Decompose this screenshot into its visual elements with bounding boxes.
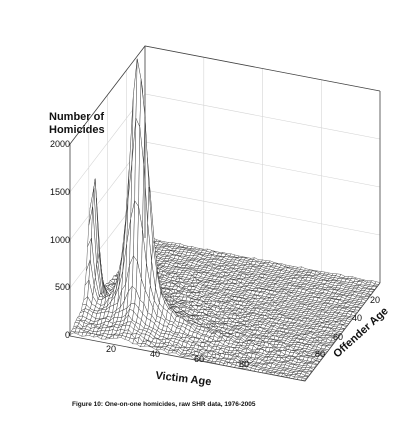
z-tick-label: 500 [55,282,70,292]
x-tick-label: 60 [194,354,204,364]
chart-box-outline [69,45,381,382]
y-tick-label: 40 [352,313,362,323]
z-axis-title: Number of Homicides [49,111,107,136]
z-tick-label: 0 [65,330,70,340]
x-tick-label: 80 [239,359,249,369]
x-tick-label: 40 [150,349,160,359]
x-axis-title: Victim Age [155,370,212,389]
y-tick-label: 20 [370,295,380,305]
surface-mesh [69,58,381,381]
x-tick-label: 20 [106,344,116,354]
z-tick-label: 1000 [50,235,70,245]
y-tick-label: 80 [315,349,325,359]
figure-caption: Figure 10: One-on-one homicides, raw SHR… [72,401,256,408]
z-tick-label: 2000 [50,139,70,149]
y-tick-label: 60 [333,332,343,342]
z-tick-label: 1500 [50,187,70,197]
